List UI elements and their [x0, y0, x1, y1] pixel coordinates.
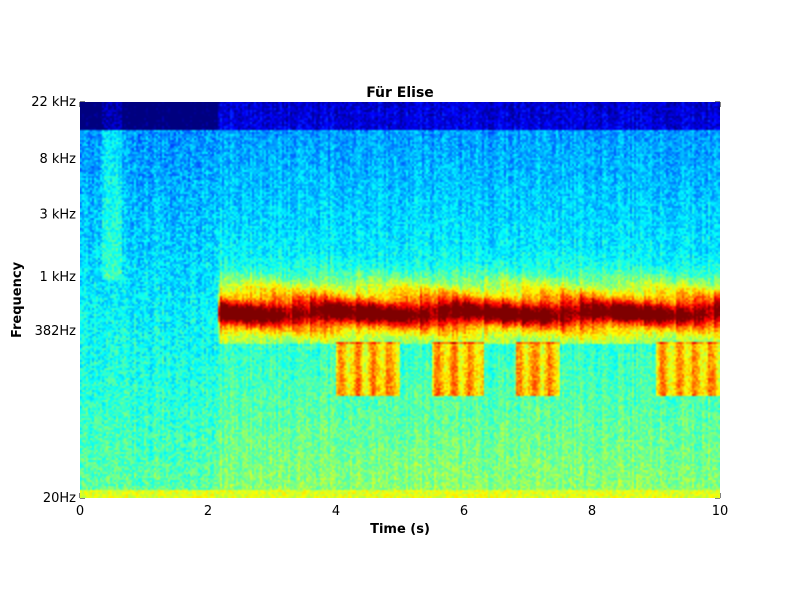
y-axis-ticks: 20Hz 382Hz 1 kHz 3 kHz 8 kHz 22 kHz [31, 95, 720, 506]
x-axis-label: Time (s) [370, 522, 430, 537]
x-tick-label: 6 [460, 504, 468, 519]
y-tick-label: 8 kHz [39, 152, 76, 167]
x-tick-label: 0 [76, 504, 84, 519]
y-axis-label: Frequency [10, 261, 25, 338]
x-tick-label: 4 [332, 504, 340, 519]
x-tick-label: 8 [588, 504, 596, 519]
spectrogram-heatmap [80, 102, 720, 498]
x-tick-label: 10 [712, 504, 729, 519]
chart-title: Für Elise [366, 85, 434, 101]
x-tick-label: 2 [204, 504, 212, 519]
plot-area [80, 102, 720, 498]
y-tick-label: 382Hz [35, 324, 77, 339]
y-tick-label: 22 kHz [31, 95, 76, 110]
y-tick-label: 3 kHz [39, 208, 76, 223]
y-tick-label: 1 kHz [39, 270, 76, 285]
y-tick-label: 20Hz [43, 491, 76, 506]
